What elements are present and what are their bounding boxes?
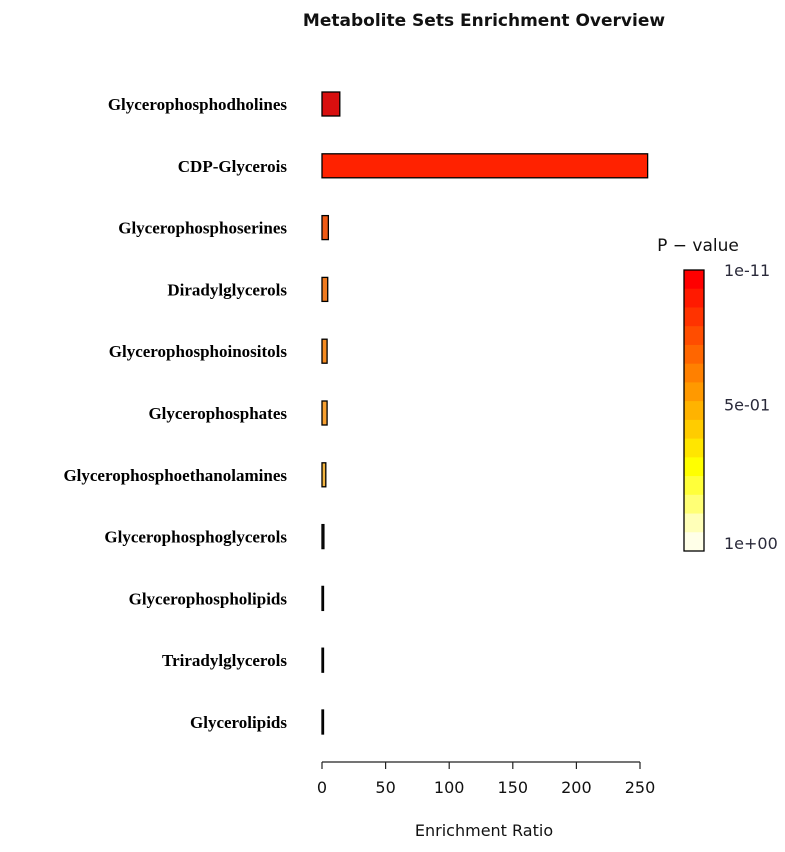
legend-swatch xyxy=(684,513,704,533)
legend-swatch xyxy=(684,494,704,515)
x-tick-label: 100 xyxy=(434,778,465,797)
bar-glycerophosphates xyxy=(321,400,328,426)
legend-tick-label: 1e+00 xyxy=(724,534,778,553)
category-label: Glycerophosphodholines xyxy=(108,95,288,114)
x-axis: 0 50 100 150 200 250 xyxy=(317,761,656,797)
legend-swatch xyxy=(684,419,704,440)
legend-title: P − value xyxy=(657,236,739,256)
category-label: Glycerolipids xyxy=(190,713,287,732)
bar-glycerolipids xyxy=(321,709,325,735)
category-label: Glycerophosphoglycerols xyxy=(104,528,287,547)
bars-group xyxy=(321,91,649,735)
color-legend: P − value 1e-11 5e-01 1e+00 xyxy=(657,236,778,553)
x-tick-label: 250 xyxy=(625,778,656,797)
legend-tick-label: 1e-11 xyxy=(724,261,770,280)
category-label: Glycerophosphoserines xyxy=(118,219,287,238)
category-label: Glycerophosphoinositols xyxy=(109,342,288,361)
legend-swatch xyxy=(684,476,704,496)
bar-triradylglycerols xyxy=(321,647,325,673)
legend-swatch xyxy=(684,363,704,383)
legend-swatch xyxy=(684,438,704,458)
bar-glycerophosphoinositols xyxy=(321,338,328,364)
legend-swatch xyxy=(684,307,704,327)
category-label: Triradylglycerols xyxy=(162,651,287,670)
bar-cdp-glycerois xyxy=(321,153,649,179)
x-tick-label: 150 xyxy=(498,778,529,797)
category-labels: Glycerophosphodholines CDP-Glycerois Glyce… xyxy=(63,95,287,732)
legend-swatch xyxy=(684,288,704,308)
x-tick-label: 200 xyxy=(561,778,592,797)
bar-glycerophospholipids xyxy=(321,585,325,612)
category-label: Glycerophosphates xyxy=(148,404,287,423)
legend-swatch xyxy=(684,344,704,365)
legend-swatch xyxy=(684,382,704,402)
legend-swatch xyxy=(684,270,704,290)
category-label: Glycerophospholipids xyxy=(129,589,288,608)
legend-tick-label: 5e-01 xyxy=(724,396,770,415)
legend-swatch xyxy=(684,457,704,477)
chart-title: Metabolite Sets Enrichment Overview xyxy=(303,11,665,31)
x-axis-label: Enrichment Ratio xyxy=(415,821,553,840)
bar-diradylglycerols xyxy=(321,276,329,303)
legend-swatch xyxy=(684,326,704,346)
bar-glycerophosphoethanolamines xyxy=(321,462,327,488)
category-label: Glycerophosphoethanolamines xyxy=(63,466,287,485)
category-label: Diradylglycerols xyxy=(167,280,287,299)
bar-glycerophosphodholines xyxy=(321,91,341,117)
legend-swatch xyxy=(684,401,704,421)
legend-swatch xyxy=(684,532,704,552)
bar-glycerophosphoserines xyxy=(321,214,330,241)
category-label: CDP-Glycerois xyxy=(178,157,288,176)
x-tick-label: 0 xyxy=(317,778,327,797)
x-tick-label: 50 xyxy=(375,778,395,797)
bar-glycerophosphoglycerols xyxy=(321,523,325,550)
legend-frame xyxy=(683,269,705,552)
